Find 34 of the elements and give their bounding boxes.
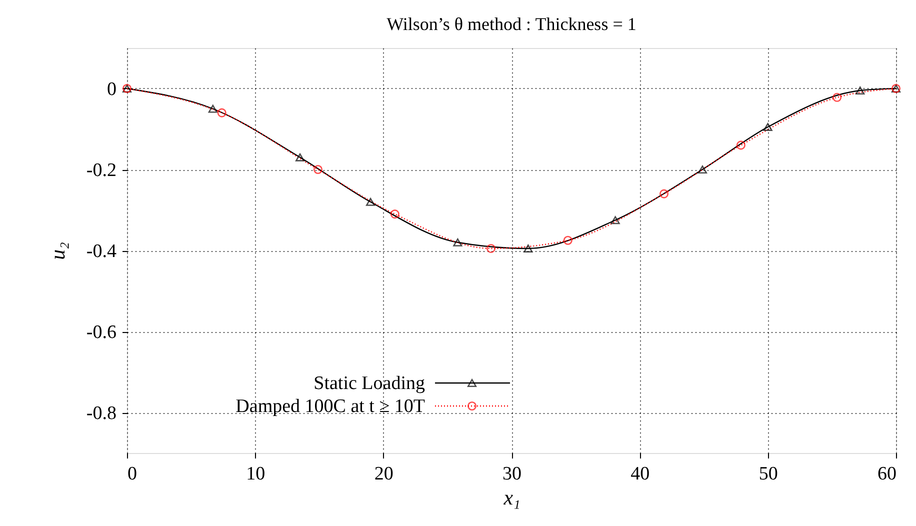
y-tick-label: 0 xyxy=(107,79,116,100)
legend-label: Damped 100C at t ≥ 10T xyxy=(236,396,426,417)
x-tick-label: 40 xyxy=(630,464,650,484)
point xyxy=(856,86,865,95)
y-tick-label: -0.4 xyxy=(86,241,117,262)
point xyxy=(296,153,305,162)
point xyxy=(763,122,772,131)
y-tick-label: -0.8 xyxy=(86,403,116,424)
point xyxy=(563,236,572,245)
point xyxy=(217,108,226,118)
point xyxy=(366,198,376,206)
point xyxy=(698,165,707,174)
x-tick-label: 0 xyxy=(128,464,137,484)
x-tick-label: 50 xyxy=(758,464,778,484)
x-tick-label: 10 xyxy=(246,464,266,484)
chart-title: Wilson’s θ method : Thickness = 1 xyxy=(386,14,636,34)
y-tick-label: -0.6 xyxy=(86,322,116,343)
point xyxy=(736,140,746,150)
point xyxy=(659,189,669,198)
point xyxy=(208,104,218,113)
point xyxy=(486,244,496,253)
x-tick-label: 30 xyxy=(502,464,522,484)
y-tick-label: -0.2 xyxy=(86,160,116,181)
point xyxy=(832,92,842,102)
point xyxy=(453,238,462,246)
point xyxy=(313,164,322,174)
x-tick-label: 20 xyxy=(374,464,394,484)
y-axis-title: u₂ xyxy=(45,242,70,260)
x-axis-title: x₁ xyxy=(502,486,520,510)
point xyxy=(610,216,620,224)
point xyxy=(390,210,400,219)
legend-label: Static Loading xyxy=(314,373,426,394)
x-tick-label: 60 xyxy=(878,464,896,484)
point xyxy=(524,244,533,252)
